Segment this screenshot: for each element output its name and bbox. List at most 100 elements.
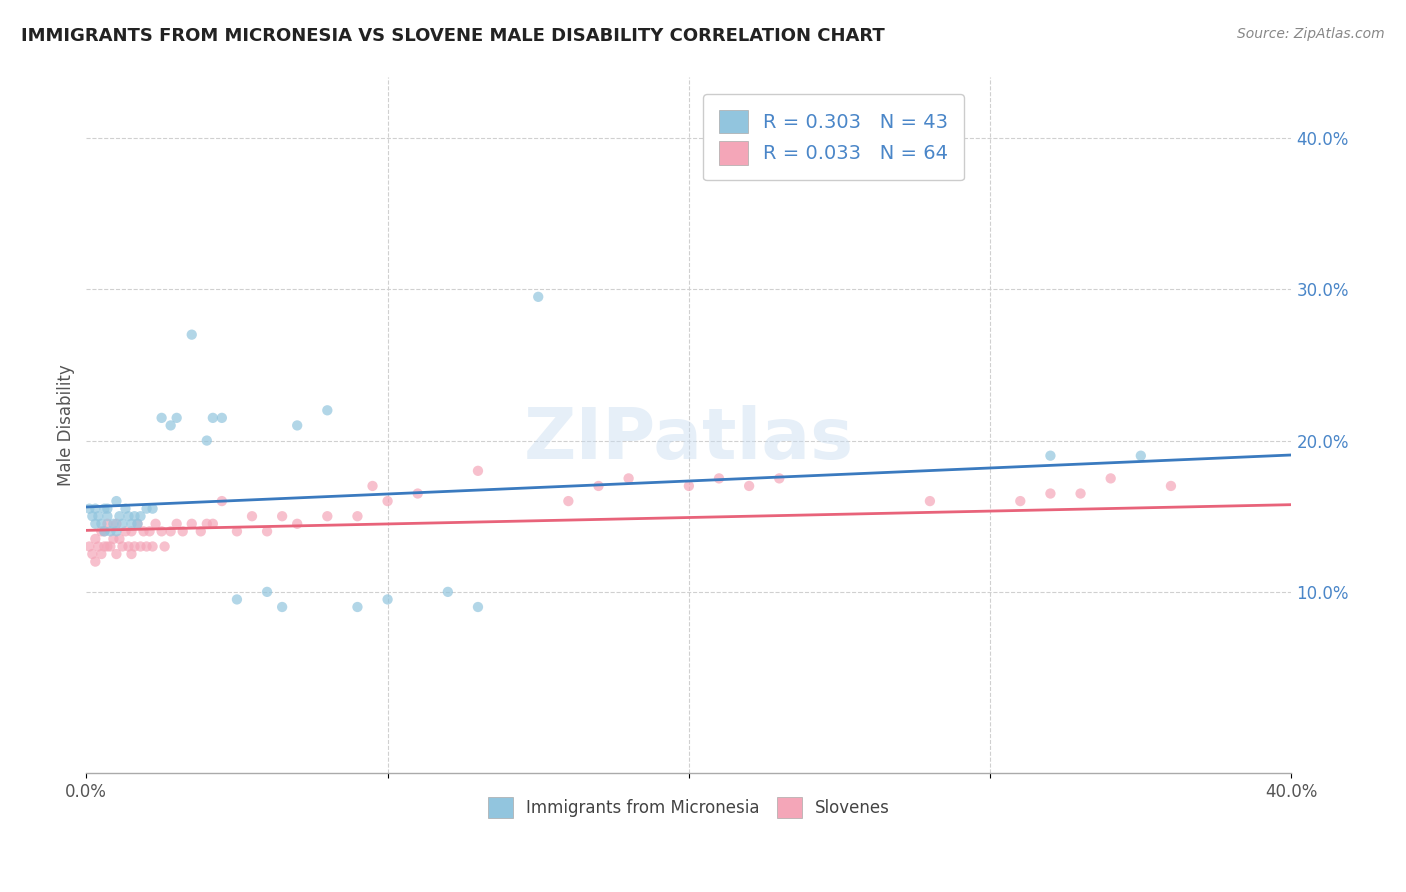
Point bbox=[79, 540, 101, 554]
Point bbox=[87, 540, 110, 554]
Point bbox=[96, 501, 118, 516]
Point bbox=[150, 524, 173, 539]
Point bbox=[121, 547, 143, 561]
Point bbox=[121, 524, 143, 539]
Y-axis label: Male Disability: Male Disability bbox=[58, 365, 75, 486]
Point bbox=[93, 501, 115, 516]
Point bbox=[111, 540, 134, 554]
Point bbox=[377, 494, 399, 508]
Point bbox=[135, 501, 157, 516]
Point bbox=[707, 471, 730, 485]
Point bbox=[180, 516, 202, 531]
Point bbox=[111, 516, 134, 531]
Point bbox=[377, 592, 399, 607]
Legend: Immigrants from Micronesia, Slovenes: Immigrants from Micronesia, Slovenes bbox=[481, 790, 897, 824]
Point bbox=[87, 509, 110, 524]
Point bbox=[127, 516, 149, 531]
Point bbox=[117, 509, 139, 524]
Point bbox=[1010, 494, 1032, 508]
Point bbox=[142, 501, 165, 516]
Point bbox=[240, 509, 263, 524]
Point bbox=[114, 501, 136, 516]
Point bbox=[93, 524, 115, 539]
Point bbox=[316, 509, 339, 524]
Point bbox=[90, 547, 112, 561]
Point bbox=[79, 501, 101, 516]
Point bbox=[211, 494, 233, 508]
Point bbox=[117, 540, 139, 554]
Point bbox=[285, 418, 308, 433]
Point bbox=[159, 418, 181, 433]
Point bbox=[172, 524, 194, 539]
Point bbox=[1099, 471, 1122, 485]
Point bbox=[166, 516, 188, 531]
Point bbox=[124, 540, 146, 554]
Point bbox=[527, 290, 550, 304]
Point bbox=[285, 516, 308, 531]
Point bbox=[96, 540, 118, 554]
Point bbox=[211, 410, 233, 425]
Point bbox=[617, 471, 640, 485]
Point bbox=[84, 555, 107, 569]
Point bbox=[93, 540, 115, 554]
Point bbox=[103, 532, 125, 546]
Point bbox=[201, 410, 224, 425]
Point bbox=[226, 524, 249, 539]
Point bbox=[108, 509, 131, 524]
Point bbox=[108, 532, 131, 546]
Point bbox=[1039, 486, 1062, 500]
Point bbox=[159, 524, 181, 539]
Point bbox=[271, 599, 294, 614]
Point bbox=[127, 516, 149, 531]
Point bbox=[84, 532, 107, 546]
Point bbox=[145, 516, 167, 531]
Point bbox=[100, 540, 122, 554]
Point bbox=[226, 592, 249, 607]
Point bbox=[271, 509, 294, 524]
Point bbox=[84, 501, 107, 516]
Point bbox=[90, 524, 112, 539]
Point bbox=[768, 471, 790, 485]
Point bbox=[195, 434, 218, 448]
Point bbox=[93, 524, 115, 539]
Point bbox=[1129, 449, 1152, 463]
Point bbox=[180, 327, 202, 342]
Point bbox=[105, 494, 128, 508]
Point bbox=[121, 516, 143, 531]
Point bbox=[678, 479, 700, 493]
Point bbox=[918, 494, 941, 508]
Point bbox=[361, 479, 384, 493]
Point bbox=[105, 516, 128, 531]
Point bbox=[114, 524, 136, 539]
Point bbox=[588, 479, 610, 493]
Point bbox=[1070, 486, 1092, 500]
Text: Source: ZipAtlas.com: Source: ZipAtlas.com bbox=[1237, 27, 1385, 41]
Point bbox=[82, 547, 104, 561]
Point bbox=[166, 410, 188, 425]
Point bbox=[201, 516, 224, 531]
Point bbox=[150, 410, 173, 425]
Point bbox=[467, 464, 489, 478]
Point bbox=[153, 540, 176, 554]
Point bbox=[346, 599, 368, 614]
Point bbox=[316, 403, 339, 417]
Text: ZIPatlas: ZIPatlas bbox=[524, 405, 853, 474]
Point bbox=[96, 509, 118, 524]
Point bbox=[135, 540, 157, 554]
Point bbox=[129, 540, 152, 554]
Point bbox=[142, 540, 165, 554]
Point bbox=[467, 599, 489, 614]
Point bbox=[256, 524, 278, 539]
Point bbox=[437, 585, 460, 599]
Point bbox=[406, 486, 429, 500]
Point bbox=[557, 494, 579, 508]
Point bbox=[84, 516, 107, 531]
Point bbox=[105, 524, 128, 539]
Point bbox=[105, 547, 128, 561]
Point bbox=[100, 524, 122, 539]
Point bbox=[132, 524, 155, 539]
Point bbox=[190, 524, 212, 539]
Point bbox=[129, 509, 152, 524]
Point bbox=[1160, 479, 1182, 493]
Point bbox=[1039, 449, 1062, 463]
